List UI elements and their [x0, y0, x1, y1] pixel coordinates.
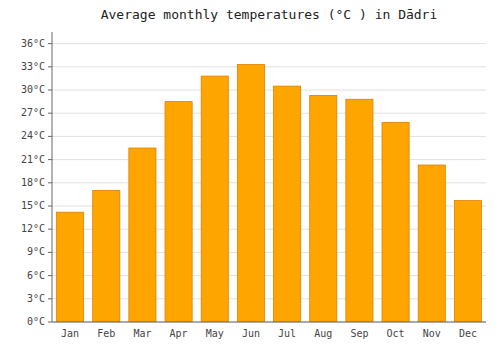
bar: [454, 201, 481, 322]
bar: [382, 122, 409, 322]
y-tick-label: 18°C: [21, 177, 45, 188]
grid-line: [52, 113, 486, 114]
bar: [57, 212, 84, 322]
bar: [201, 76, 228, 322]
grid-line: [52, 159, 486, 160]
x-axis: Jan Feb Mar Apr May Jun Jul Aug Sep Oct Nov Dec: [61, 328, 477, 339]
bar: [165, 102, 192, 322]
y-axis: 0°C 3°C 6°C 9°C 12°C 15°C 18°C 21°C 24°C 27°C 30°C…: [21, 38, 52, 327]
grid-line: [52, 90, 486, 91]
y-tick: [48, 322, 52, 323]
y-tick-label: 6°C: [27, 270, 45, 281]
x-tick-label: Jan: [61, 328, 79, 339]
y-tick-label: 30°C: [21, 84, 45, 95]
y-axis-line: [52, 32, 53, 322]
x-tick-label: Feb: [97, 328, 115, 339]
grid: [52, 44, 486, 322]
y-tick: [48, 298, 52, 299]
grid-line: [52, 66, 486, 67]
y-tick: [48, 113, 52, 114]
y-tick: [48, 182, 52, 183]
y-tick-label: 24°C: [21, 130, 45, 141]
x-tick-label: Jun: [242, 328, 260, 339]
y-tick: [48, 43, 52, 44]
grid-line: [52, 322, 486, 323]
chart-svg: 0°C 3°C 6°C 9°C 12°C 15°C 18°C 21°C 24°C 27°C 30°C…: [0, 0, 500, 350]
x-tick-label: Aug: [314, 328, 332, 339]
x-tick-label: Oct: [387, 328, 405, 339]
y-tick: [48, 229, 52, 230]
y-tick: [48, 206, 52, 207]
y-tick: [48, 136, 52, 137]
bars: [57, 64, 482, 322]
y-tick-label: 3°C: [27, 293, 45, 304]
y-tick: [48, 90, 52, 91]
grid-line: [52, 43, 486, 44]
bar: [418, 165, 445, 322]
x-tick-label: Mar: [133, 328, 151, 339]
grid-line: [52, 136, 486, 137]
bar: [129, 148, 156, 322]
title: Average monthly temperatures (°C ) in Dā…: [101, 7, 438, 22]
x-tick-label: Apr: [170, 328, 188, 339]
y-tick-label: 0°C: [27, 316, 45, 327]
y-tick-label: 9°C: [27, 246, 45, 257]
x-tick-label: Sep: [350, 328, 368, 339]
bar: [274, 86, 301, 322]
y-tick: [48, 66, 52, 67]
y-tick-label: 36°C: [21, 38, 45, 49]
y-tick-label: 33°C: [21, 61, 45, 72]
bar: [93, 191, 120, 322]
y-tick-label: 27°C: [21, 107, 45, 118]
x-tick-label: May: [206, 328, 224, 339]
bar: [346, 99, 373, 322]
bar: [237, 64, 264, 322]
axes: [52, 32, 486, 322]
y-tick: [48, 252, 52, 253]
x-tick-label: Nov: [423, 328, 441, 339]
x-tick-label: Dec: [459, 328, 477, 339]
y-tick-label: 21°C: [21, 154, 45, 165]
chart-container: 0°C 3°C 6°C 9°C 12°C 15°C 18°C 21°C 24°C 27°C 30°C…: [0, 0, 500, 350]
y-tick: [48, 275, 52, 276]
bar: [310, 95, 337, 322]
x-tick-label: Jul: [278, 328, 296, 339]
x-axis-line: [52, 322, 486, 323]
y-tick: [48, 159, 52, 160]
y-tick-label: 15°C: [21, 200, 45, 211]
y-tick-label: 12°C: [21, 223, 45, 234]
